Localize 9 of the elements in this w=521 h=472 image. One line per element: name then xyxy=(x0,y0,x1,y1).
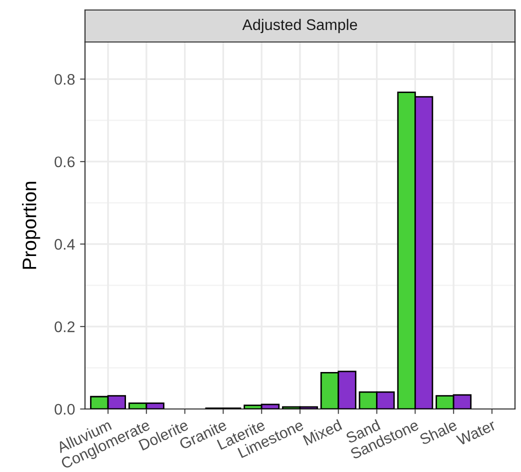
chart-title: Adjusted Sample xyxy=(242,18,358,34)
x-tick-label: Shale xyxy=(418,419,458,446)
x-tick-label: Water xyxy=(456,419,496,446)
y-axis-title: Proportion xyxy=(22,182,40,269)
y-tick-label: 0.6 xyxy=(54,156,75,168)
y-tick-label: 0.0 xyxy=(54,404,75,415)
y-tick-label: 0.4 xyxy=(54,238,75,250)
y-tick-label: 0.2 xyxy=(54,321,75,332)
y-tick-label: 0.8 xyxy=(54,74,75,85)
